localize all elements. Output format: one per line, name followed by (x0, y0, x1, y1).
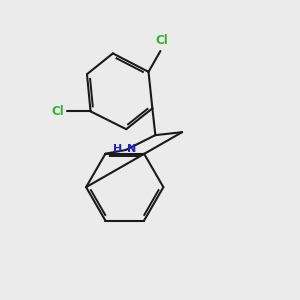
Text: H: H (113, 143, 123, 154)
Text: Cl: Cl (155, 34, 168, 46)
Text: N: N (127, 143, 136, 154)
Text: Cl: Cl (51, 105, 64, 118)
